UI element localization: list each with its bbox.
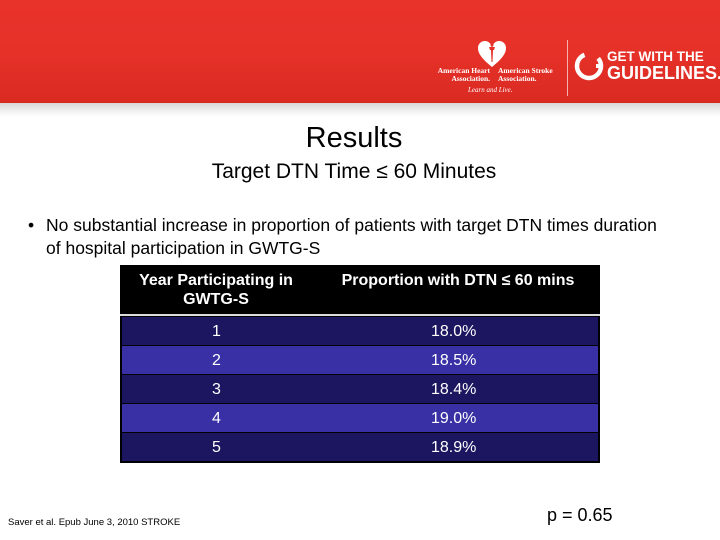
asa-name: American Stroke Association. [498, 66, 553, 83]
cell-value: 18.0% [431, 323, 477, 340]
tagline: Learn and Live. [468, 86, 513, 94]
citation: Saver et al. Epub June 3, 2010 STROKE [8, 517, 181, 528]
bullet-icon: • [28, 215, 35, 235]
cell-value: 18.4% [431, 381, 477, 398]
header-divider [120, 314, 600, 316]
bullet-text: No substantial increase in proportion of… [46, 215, 657, 258]
header-proportion: Proportion with DTN ≤ 60 mins [341, 272, 575, 289]
aha-name: American Heart Association. [437, 66, 490, 83]
table-header: Year Participating in GWTG-S Proportion … [120, 265, 600, 315]
cell-value: 18.5% [431, 352, 477, 369]
slide-title: Results [305, 122, 403, 154]
aha-asa-logo: American Heart Association. American Str… [430, 40, 558, 94]
cell-year: 3 [212, 381, 221, 398]
header-banner: American Heart Association. American Str… [0, 0, 720, 103]
cell-value: 18.9% [431, 439, 477, 456]
cell-value: 19.0% [431, 410, 477, 427]
logo-divider [567, 40, 568, 96]
p-value: p = 0.65 [547, 505, 613, 525]
table-row: 2 18.5% [122, 346, 598, 374]
logo-group: American Heart Association. American Str… [430, 34, 720, 96]
table-row: 4 19.0% [122, 404, 598, 432]
cell-year: 5 [212, 439, 221, 456]
header-year: Year Participating in GWTG-S [139, 272, 293, 308]
gwtg-wordmark: GET WITH THE GUIDELINES. [607, 49, 720, 83]
slide-subtitle: Target DTN Time ≤ 60 Minutes [211, 160, 497, 183]
results-table: Year Participating in GWTG-S Proportion … [120, 265, 600, 463]
banner-shadow [0, 103, 720, 117]
heart-torch-icon [478, 41, 506, 67]
cell-year: 2 [212, 352, 221, 369]
table-row: 1 18.0% [122, 317, 598, 345]
gwtg-circle-icon [574, 51, 604, 81]
gwtg-line1: GET WITH THE [607, 49, 704, 64]
gwtg-line2: GUIDELINES. [607, 63, 720, 83]
table-row: 3 18.4% [122, 375, 598, 403]
cell-year: 1 [212, 323, 221, 340]
table-row: 5 18.9% [122, 433, 598, 461]
bullet-point: • No substantial increase in proportion … [28, 214, 666, 260]
cell-year: 4 [212, 410, 221, 427]
